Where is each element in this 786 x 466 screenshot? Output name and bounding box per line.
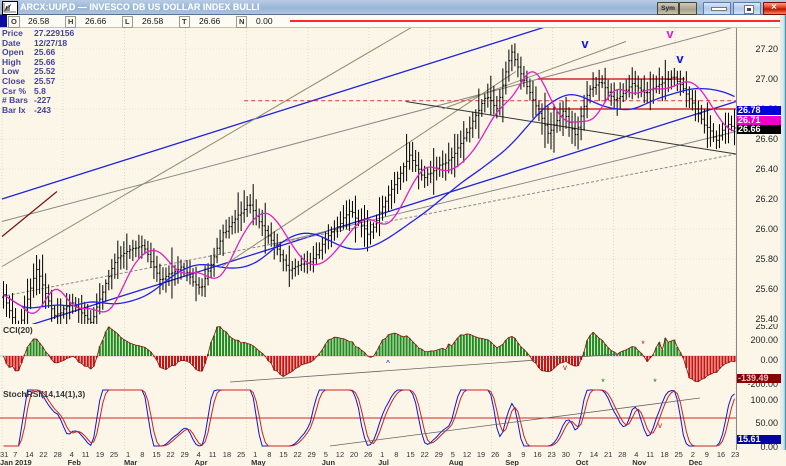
svg-text:*: * xyxy=(653,377,657,387)
svg-text:*: * xyxy=(641,339,645,349)
svg-text:v: v xyxy=(666,28,674,41)
svg-text:v: v xyxy=(581,36,589,51)
svg-text:^: ^ xyxy=(386,359,390,368)
svg-text:v: v xyxy=(658,421,662,430)
svg-text:v: v xyxy=(563,363,567,372)
svg-text:v: v xyxy=(676,51,684,66)
svg-text:*: * xyxy=(601,377,605,387)
